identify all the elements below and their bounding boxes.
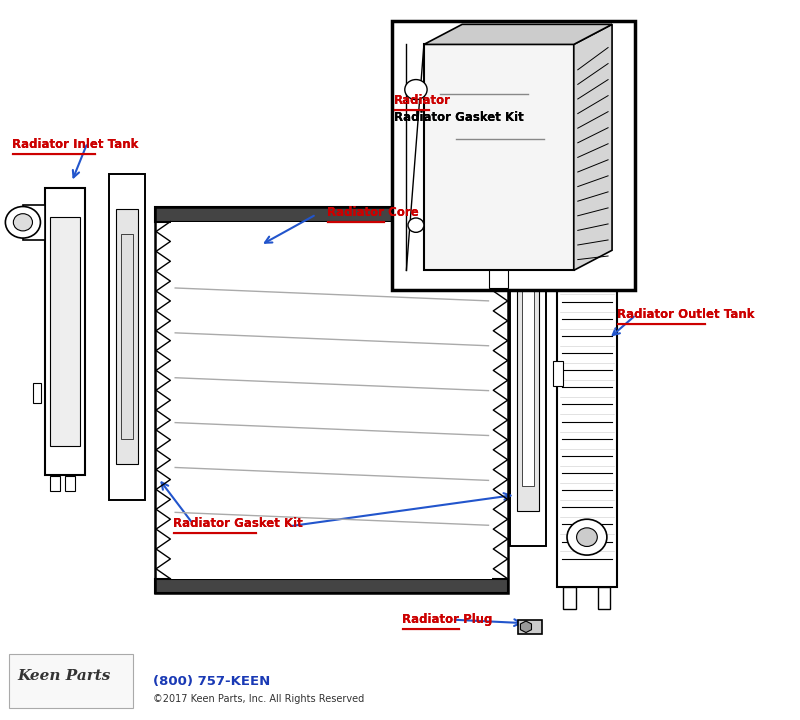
Bar [171, 222, 493, 579]
Text: Radiator Core: Radiator Core [326, 206, 418, 219]
Polygon shape [424, 24, 612, 45]
Text: ©2017 Keen Parts, Inc. All Rights Reserved: ©2017 Keen Parts, Inc. All Rights Reserv… [153, 693, 364, 703]
Polygon shape [50, 476, 59, 490]
Circle shape [14, 214, 33, 231]
Text: (800) 757-KEEN: (800) 757-KEEN [153, 675, 270, 688]
Text: Radiator Outlet Tank: Radiator Outlet Tank [617, 308, 754, 321]
Circle shape [6, 207, 41, 238]
Bar [155, 207, 509, 593]
Polygon shape [517, 256, 538, 510]
Text: Radiator Plug: Radiator Plug [402, 613, 492, 626]
Polygon shape [510, 220, 546, 546]
Circle shape [577, 528, 598, 546]
Polygon shape [521, 621, 531, 633]
Polygon shape [23, 205, 46, 240]
Polygon shape [518, 620, 542, 634]
Bar [10, 654, 133, 708]
Polygon shape [563, 204, 576, 222]
Polygon shape [522, 281, 534, 485]
Polygon shape [46, 188, 85, 474]
Polygon shape [598, 588, 610, 609]
Bar [490, 270, 509, 288]
Text: Radiator Gasket Kit: Radiator Gasket Kit [173, 517, 302, 530]
Text: Radiator: Radiator [394, 94, 450, 107]
Text: Radiator Gasket Kit: Radiator Gasket Kit [394, 111, 523, 124]
Text: Radiator Inlet Tank: Radiator Inlet Tank [12, 138, 138, 151]
Text: Keen Parts: Keen Parts [18, 669, 110, 683]
Polygon shape [557, 222, 617, 588]
Polygon shape [65, 476, 74, 490]
Text: Radiator Gasket Kit: Radiator Gasket Kit [394, 111, 523, 124]
Bar [424, 45, 574, 270]
Text: Radiator Core: Radiator Core [326, 206, 418, 219]
Polygon shape [574, 24, 612, 270]
Text: Radiator Gasket Kit: Radiator Gasket Kit [173, 517, 302, 530]
Bar [155, 579, 509, 593]
Circle shape [405, 80, 427, 99]
Circle shape [408, 218, 424, 233]
Circle shape [567, 519, 607, 555]
Bar [155, 207, 509, 222]
Polygon shape [116, 210, 138, 464]
Polygon shape [50, 217, 80, 446]
Polygon shape [34, 383, 42, 403]
Bar [392, 21, 635, 289]
Polygon shape [553, 361, 563, 386]
Text: Radiator Inlet Tank: Radiator Inlet Tank [12, 138, 138, 151]
Polygon shape [121, 235, 133, 439]
Text: Radiator: Radiator [394, 94, 450, 107]
Text: Radiator Plug: Radiator Plug [402, 613, 492, 626]
Polygon shape [563, 588, 576, 609]
Polygon shape [109, 174, 145, 500]
Text: Radiator Outlet Tank: Radiator Outlet Tank [617, 308, 754, 321]
